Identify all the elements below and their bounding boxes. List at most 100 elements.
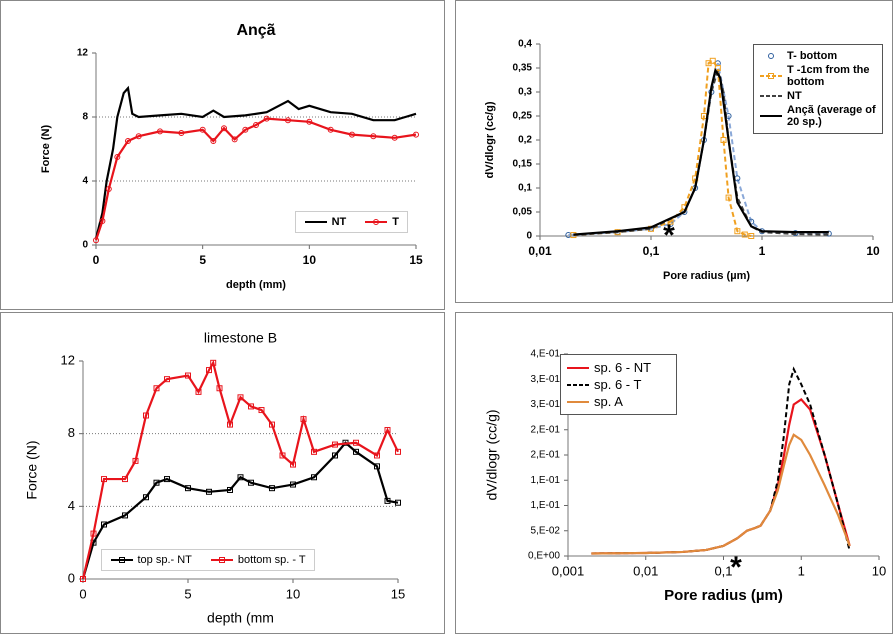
y-tick-label: 2,E-01	[531, 450, 561, 461]
marker	[714, 65, 721, 71]
x-tick-label: 0	[79, 586, 86, 601]
legend-item: NT	[304, 216, 346, 228]
legend-swatch	[760, 115, 782, 117]
marker	[374, 463, 380, 470]
legend-item: Ançã (average of 20 sp.)	[759, 104, 877, 128]
marker	[101, 521, 107, 528]
legend-item: T	[364, 216, 399, 228]
chart: limestone B depth (mm Force (N) 0 4 8 12 0 5 10 15	[24, 330, 406, 626]
marker	[164, 476, 170, 483]
marker	[195, 388, 202, 395]
y-tick-label: 2,E-01	[531, 424, 561, 435]
y-axis-label: Force (N)	[40, 125, 52, 174]
y-tick-label: 0,2	[518, 135, 532, 146]
y-axis-label: dV/dlogr (cc/g)	[484, 409, 500, 500]
x-tick-label: 0	[93, 253, 100, 267]
swatch-marker	[768, 73, 774, 79]
y-tick-label: 3,E-01	[531, 374, 561, 385]
marker	[269, 485, 275, 492]
marker	[725, 194, 732, 201]
legend-label: Ançã (average of 20 sp.)	[787, 104, 876, 128]
x-tick-label: 10	[866, 244, 880, 258]
marker	[237, 394, 244, 401]
legend-label: sp. 6 - T	[594, 377, 642, 392]
legend-swatch	[110, 557, 133, 563]
y-tick-label: 1,E-01	[531, 475, 561, 486]
series-line	[81, 359, 399, 580]
x-tick-label: 10	[286, 586, 300, 601]
legend-item: bottom sp. - T	[210, 554, 306, 566]
legend-label: top sp.- NT	[137, 554, 192, 566]
marker	[132, 457, 139, 464]
marker	[237, 474, 244, 481]
marker	[90, 530, 97, 537]
marker	[185, 485, 191, 492]
marker	[734, 228, 741, 235]
legend-swatch	[567, 383, 589, 386]
y-tick-label: 0,1	[518, 183, 532, 194]
marker	[221, 125, 227, 132]
x-tick-label: 5	[199, 253, 206, 267]
marker	[164, 376, 170, 383]
y-tick-label: 12	[77, 48, 89, 59]
y-tick-label: 0	[526, 231, 532, 242]
legend: NT T	[294, 211, 408, 233]
marker	[748, 233, 755, 239]
marker	[332, 452, 338, 459]
y-tick-label: 4,E-01	[531, 349, 561, 360]
marker	[210, 138, 217, 144]
marker	[391, 134, 398, 141]
annotation: *	[663, 219, 675, 252]
legend-swatch	[567, 366, 589, 369]
marker	[153, 479, 160, 486]
marker	[374, 452, 380, 459]
marker	[395, 448, 401, 455]
x-tick-label: 5	[184, 586, 191, 601]
y-tick-label: 0,3	[518, 87, 532, 98]
marker	[290, 481, 296, 488]
marker	[248, 479, 254, 486]
legend-item: sp. 6 - T	[566, 377, 671, 392]
legend-swatch	[768, 53, 774, 59]
y-axis-label: Force (N)	[24, 440, 40, 499]
y-tick-label: 8	[82, 112, 88, 123]
legend-item: T- bottom	[759, 50, 877, 62]
marker	[93, 237, 99, 244]
marker	[227, 486, 233, 493]
annotation: *	[730, 551, 742, 584]
legend-swatch	[567, 400, 589, 403]
legend: sp. 6 - NT sp. 6 - T sp. A	[560, 354, 677, 415]
marker	[242, 126, 249, 133]
legend-swatch	[760, 95, 782, 97]
marker	[125, 138, 131, 144]
legend-item: sp. A	[566, 394, 671, 409]
x-tick-label: 10	[303, 253, 317, 267]
marker	[99, 218, 106, 224]
x-tick-label: 15	[391, 586, 405, 601]
chart: Pore radius (µm) dV/dlogr (cc/g) 0 0,05 0,1 0…	[484, 39, 880, 282]
x-tick-label: 1	[759, 244, 766, 258]
marker	[122, 512, 128, 519]
y-tick-label: 0,35	[513, 63, 533, 74]
panel: Ançã depth (mm) Force (N) 0 4 8 12 0 5 10 15 NT T	[0, 0, 445, 310]
marker	[248, 403, 254, 410]
y-tick-label: 4	[68, 498, 75, 513]
marker	[327, 126, 334, 133]
marker	[290, 461, 296, 468]
legend-label: T	[392, 216, 399, 228]
y-tick-label: 12	[61, 352, 75, 367]
legend: T- bottom T -1cm from the bottom NT Ançã (a…	[753, 44, 883, 134]
marker	[269, 421, 275, 428]
series-line	[591, 397, 851, 555]
legend-label: T -1cm from the bottom	[787, 64, 870, 88]
y-tick-label: 0,4	[518, 39, 532, 50]
x-axis-label: Pore radius (µm)	[664, 587, 783, 604]
x-tick-label: 15	[409, 253, 423, 267]
marker	[185, 372, 191, 379]
marker	[178, 130, 185, 136]
panel: limestone B depth (mm Force (N) 0 4 8 12 0 5 10 15…	[0, 312, 445, 634]
series-line	[94, 85, 417, 239]
chart-title: limestone B	[204, 330, 277, 346]
marker	[206, 367, 212, 374]
